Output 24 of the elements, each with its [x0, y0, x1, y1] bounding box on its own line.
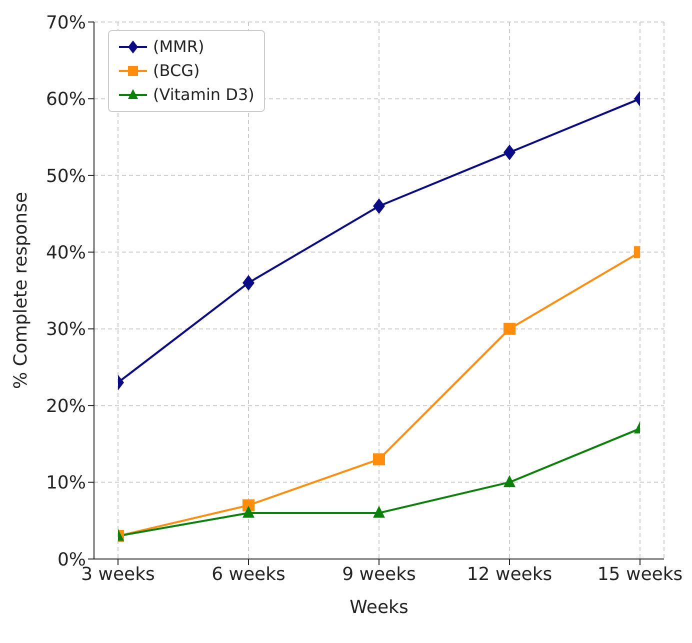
y-tick-label: 20% — [46, 396, 86, 417]
x-tick-label: 15 weeks — [597, 564, 683, 585]
point — [373, 198, 385, 214]
point — [504, 475, 516, 488]
y-tick-label: 70% — [46, 12, 86, 34]
point — [242, 275, 254, 291]
y-tick-label: 10% — [46, 472, 86, 494]
point — [373, 506, 385, 518]
point — [373, 453, 385, 466]
legend-label: (MMR) — [153, 36, 204, 58]
point — [242, 506, 254, 518]
y-axis-title: % Complete response — [10, 192, 32, 390]
point — [504, 322, 516, 335]
legend-label: (Vitamin D3) — [153, 84, 254, 106]
x-axis-title: Weeks — [350, 597, 408, 618]
y-tick-label: 40% — [46, 242, 86, 264]
y-tick-label: 60% — [46, 89, 86, 110]
point — [504, 144, 516, 160]
legend-label: (BCG) — [153, 60, 200, 82]
y-tick-label: 30% — [46, 319, 86, 340]
y-tick-label: 50% — [46, 166, 86, 187]
x-tick-label: 6 weeks — [212, 564, 286, 585]
x-tick-label: 9 weeks — [342, 564, 416, 585]
x-tick-label: 12 weeks — [466, 564, 552, 585]
